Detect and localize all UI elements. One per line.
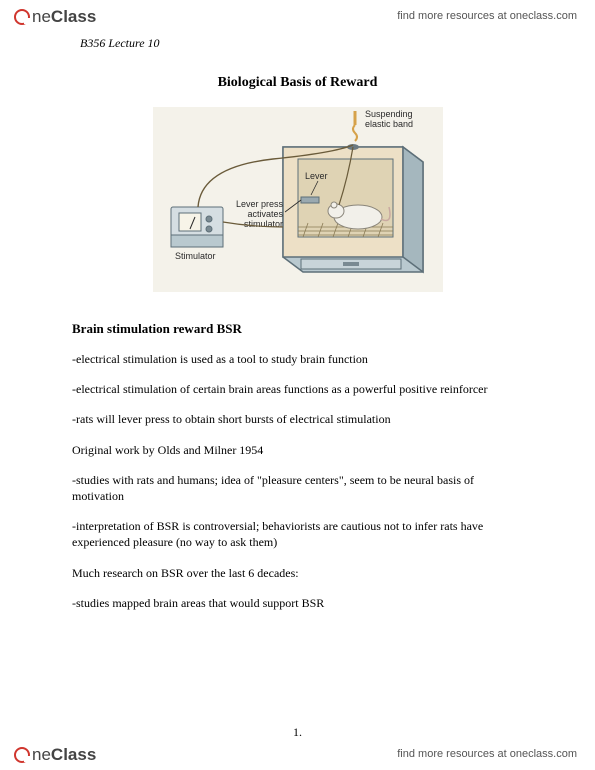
- header-tagline[interactable]: find more resources at oneclass.com: [397, 10, 577, 22]
- stimulator-device: [171, 207, 223, 247]
- footer-tagline[interactable]: find more resources at oneclass.com: [397, 748, 577, 760]
- brand-logo: ne Class: [14, 6, 96, 27]
- lecture-label: B356 Lecture 10: [80, 36, 523, 51]
- logo-text-one-footer: ne: [32, 745, 51, 765]
- label-suspending: Suspending: [365, 109, 413, 119]
- section-heading: Brain stimulation reward BSR: [72, 321, 523, 337]
- label-stimulator: Stimulator: [175, 251, 216, 261]
- logo-text-class: Class: [51, 7, 96, 27]
- brand-logo-footer: ne Class: [14, 744, 96, 765]
- experiment-diagram: Suspending elastic band: [153, 107, 443, 292]
- para-1: -electrical stimulation of certain brain…: [72, 381, 523, 397]
- para-6: Much research on BSR over the last 6 dec…: [72, 565, 523, 581]
- diagram-container: Suspending elastic band: [72, 107, 523, 297]
- logo-icon: [14, 9, 30, 25]
- logo-text-class-footer: Class: [51, 745, 96, 765]
- para-4: -studies with rats and humans; idea of "…: [72, 472, 523, 504]
- logo-icon-footer: [14, 747, 30, 763]
- para-7: -studies mapped brain areas that would s…: [72, 595, 523, 611]
- logo-text-one: ne: [32, 7, 51, 27]
- lever: [301, 197, 319, 203]
- para-5: -interpretation of BSR is controversial;…: [72, 518, 523, 550]
- header-bar: ne Class find more resources at oneclass…: [0, 0, 595, 30]
- label-lever-press: Lever press: [235, 199, 283, 209]
- document-title: Biological Basis of Reward: [72, 75, 523, 91]
- para-3: Original work by Olds and Milner 1954: [72, 442, 523, 458]
- page-number: 1.: [0, 725, 595, 740]
- para-0: -electrical stimulation is used as a too…: [72, 351, 523, 367]
- page-content: B356 Lecture 10 Biological Basis of Rewa…: [0, 30, 595, 611]
- label-lever: Lever: [305, 171, 328, 181]
- label-activates: activates: [247, 209, 283, 219]
- para-2: -rats will lever press to obtain short b…: [72, 411, 523, 427]
- footer-bar: ne Class find more resources at oneclass…: [0, 740, 595, 770]
- label-elastic-band: elastic band: [365, 119, 413, 129]
